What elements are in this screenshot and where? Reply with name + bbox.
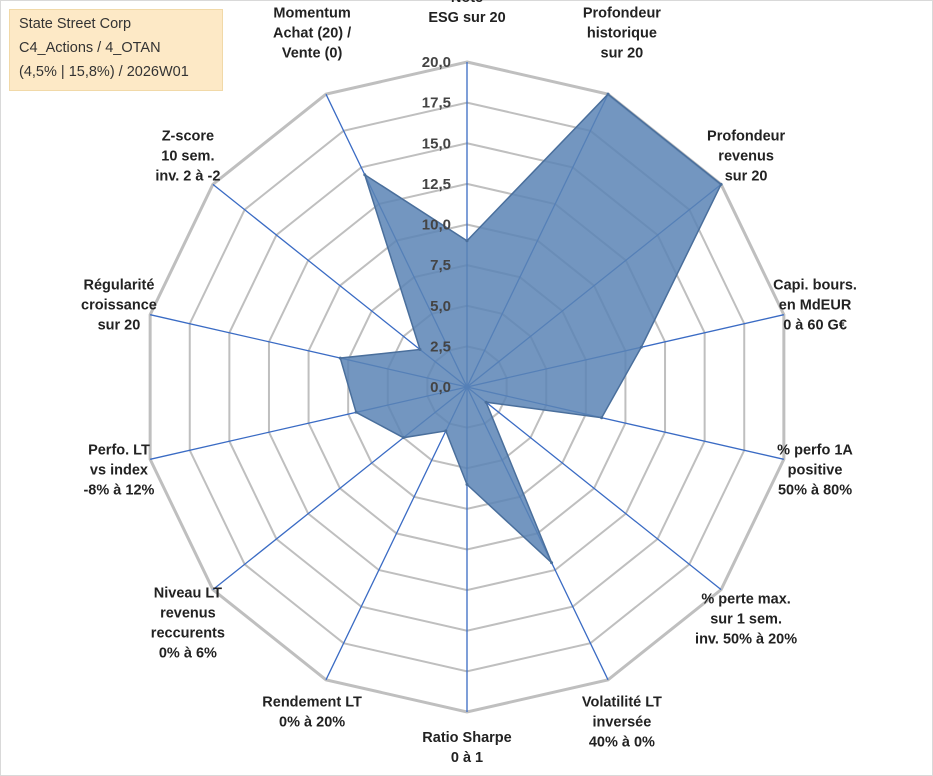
axis-label-9: Niveau LT revenus reccurents 0% à 6%	[151, 586, 225, 662]
series-point-6	[550, 561, 554, 565]
axis-label-7: Ratio Sharpe 0 à 1	[422, 730, 511, 766]
series-area	[339, 93, 723, 564]
tick-label-8: 20,0	[422, 54, 451, 71]
axis-label-11: Régularité croissance sur 20	[81, 277, 157, 333]
tick-label-2: 5,0	[430, 298, 451, 315]
axis-label-4: % perfo 1A positive 50% à 80%	[777, 443, 853, 499]
series-point-0	[465, 239, 469, 243]
axis-label-8: Rendement LT 0% à 20%	[262, 695, 362, 731]
axis-label-6: Volatilité LT inversée 40% à 0%	[582, 695, 662, 751]
series-point-10	[354, 410, 358, 414]
series-point-9	[401, 436, 405, 440]
series-point-3	[639, 345, 643, 349]
axis-label-0: NoteESG sur 20	[428, 0, 505, 26]
title-line-period: (4,5% | 15,8%) / 2026W01	[19, 64, 189, 80]
tick-label-5: 12,5	[422, 176, 451, 193]
axis-spoke-8	[325, 386, 468, 681]
tick-label-3: 7,5	[430, 257, 451, 274]
series-point-5	[484, 400, 488, 404]
series-point-1	[606, 92, 610, 96]
axis-spoke-5	[466, 386, 722, 591]
tick-label-4: 10,0	[422, 217, 451, 234]
tick-label-1: 2,5	[430, 338, 451, 355]
series-point-13	[363, 173, 367, 177]
title-line-company: State Street Corp	[19, 16, 132, 32]
series-point-12	[418, 348, 422, 352]
series-point-8	[444, 429, 448, 433]
title-line-category: C4_Actions / 4_OTAN	[19, 40, 161, 56]
series-point-4	[600, 416, 604, 420]
axis-label-1: Profondeur historique sur 20	[583, 5, 661, 61]
axis-label-3: Capi. bours. en MdEUR 0 à 60 G€	[773, 277, 857, 333]
axis-label-2: Profondeur revenus sur 20	[707, 129, 785, 185]
chart-title-box: State Street Corp C4_Actions / 4_OTAN (4…	[9, 9, 223, 91]
tick-label-6: 15,0	[422, 135, 451, 152]
axis-label-10: Perfo. LT vs index -8% à 12%	[83, 443, 154, 499]
series-point-7	[465, 483, 469, 486]
axis-label-12: Z-score 10 sem. inv. 2 à -2	[155, 129, 220, 185]
series-point-2	[719, 182, 723, 186]
tick-label-0: 0,0	[430, 379, 451, 396]
series-point-11	[338, 356, 342, 360]
tick-labels: 0,0 2,5 5,0 7,5 10,0 12,5 15,0 17,5 20,0	[422, 54, 451, 396]
axis-label-5: % perte max. sur 1 sem. inv. 50% à 20%	[695, 591, 797, 647]
series-group	[338, 92, 723, 565]
axis-label-13: Momentum Achat (20) / Vente (0)	[273, 5, 351, 61]
tick-label-7: 17,5	[422, 95, 451, 112]
